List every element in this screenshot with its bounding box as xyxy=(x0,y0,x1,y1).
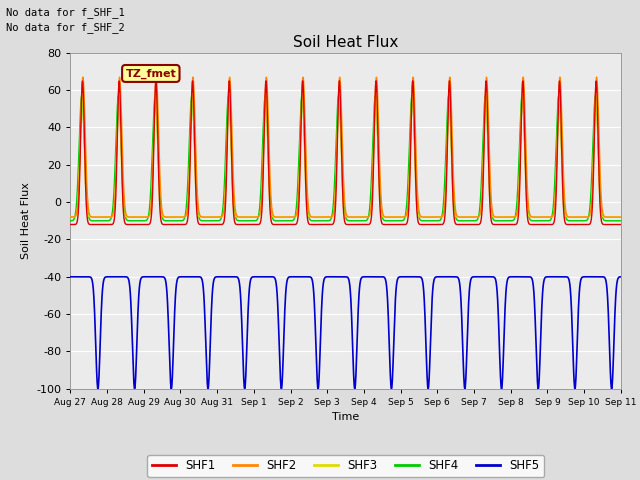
Legend: SHF1, SHF2, SHF3, SHF4, SHF5: SHF1, SHF2, SHF3, SHF4, SHF5 xyxy=(147,455,544,477)
Text: TZ_fmet: TZ_fmet xyxy=(125,68,176,79)
Y-axis label: Soil Heat Flux: Soil Heat Flux xyxy=(21,182,31,259)
Title: Soil Heat Flux: Soil Heat Flux xyxy=(293,35,398,50)
Text: No data for f_SHF_1: No data for f_SHF_1 xyxy=(6,7,125,18)
X-axis label: Time: Time xyxy=(332,412,359,422)
Text: No data for f_SHF_2: No data for f_SHF_2 xyxy=(6,22,125,33)
